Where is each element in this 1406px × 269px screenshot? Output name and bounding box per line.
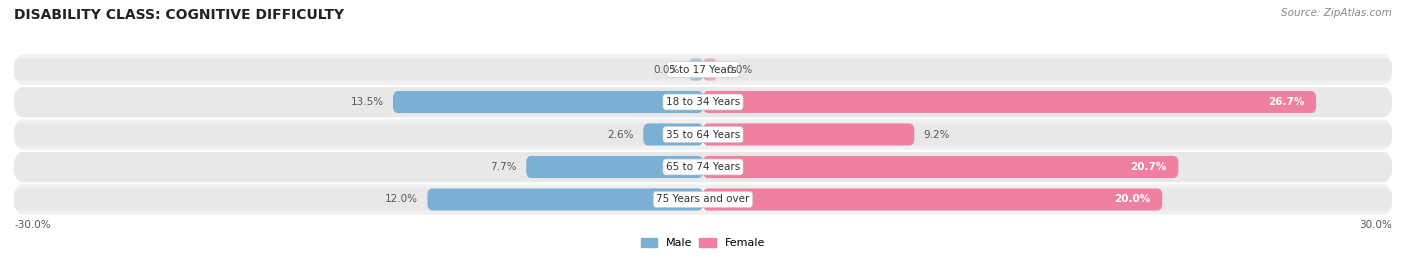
Text: 26.7%: 26.7% xyxy=(1268,97,1305,107)
Text: 18 to 34 Years: 18 to 34 Years xyxy=(666,97,740,107)
FancyBboxPatch shape xyxy=(14,53,1392,86)
FancyBboxPatch shape xyxy=(14,188,703,211)
Text: 0.0%: 0.0% xyxy=(654,65,681,75)
Legend: Male, Female: Male, Female xyxy=(637,233,769,253)
Text: 2.6%: 2.6% xyxy=(607,129,634,140)
FancyBboxPatch shape xyxy=(427,188,703,211)
FancyBboxPatch shape xyxy=(392,91,703,113)
FancyBboxPatch shape xyxy=(14,151,1392,183)
Text: 0.0%: 0.0% xyxy=(725,65,752,75)
Text: DISABILITY CLASS: COGNITIVE DIFFICULTY: DISABILITY CLASS: COGNITIVE DIFFICULTY xyxy=(14,8,344,22)
FancyBboxPatch shape xyxy=(703,156,1178,178)
FancyBboxPatch shape xyxy=(703,58,717,81)
Text: 9.2%: 9.2% xyxy=(924,129,950,140)
FancyBboxPatch shape xyxy=(526,156,703,178)
FancyBboxPatch shape xyxy=(14,156,703,178)
FancyBboxPatch shape xyxy=(14,118,1392,151)
FancyBboxPatch shape xyxy=(14,183,1392,216)
FancyBboxPatch shape xyxy=(703,91,1316,113)
FancyBboxPatch shape xyxy=(703,123,914,146)
FancyBboxPatch shape xyxy=(703,188,1163,211)
FancyBboxPatch shape xyxy=(644,123,703,146)
Text: 5 to 17 Years: 5 to 17 Years xyxy=(669,65,737,75)
FancyBboxPatch shape xyxy=(703,188,1392,211)
Text: 35 to 64 Years: 35 to 64 Years xyxy=(666,129,740,140)
FancyBboxPatch shape xyxy=(703,91,1392,113)
FancyBboxPatch shape xyxy=(703,156,1392,178)
FancyBboxPatch shape xyxy=(14,123,703,146)
Text: -30.0%: -30.0% xyxy=(14,220,51,230)
Text: 12.0%: 12.0% xyxy=(385,194,418,204)
Text: 75 Years and over: 75 Years and over xyxy=(657,194,749,204)
Text: 7.7%: 7.7% xyxy=(491,162,517,172)
Text: 20.7%: 20.7% xyxy=(1130,162,1167,172)
FancyBboxPatch shape xyxy=(689,58,703,81)
FancyBboxPatch shape xyxy=(14,86,1392,118)
Text: 65 to 74 Years: 65 to 74 Years xyxy=(666,162,740,172)
FancyBboxPatch shape xyxy=(14,91,703,113)
Text: 20.0%: 20.0% xyxy=(1115,194,1152,204)
FancyBboxPatch shape xyxy=(703,123,1392,146)
FancyBboxPatch shape xyxy=(14,58,703,81)
Text: Source: ZipAtlas.com: Source: ZipAtlas.com xyxy=(1281,8,1392,18)
Text: 30.0%: 30.0% xyxy=(1360,220,1392,230)
FancyBboxPatch shape xyxy=(703,58,1392,81)
Text: 13.5%: 13.5% xyxy=(350,97,384,107)
